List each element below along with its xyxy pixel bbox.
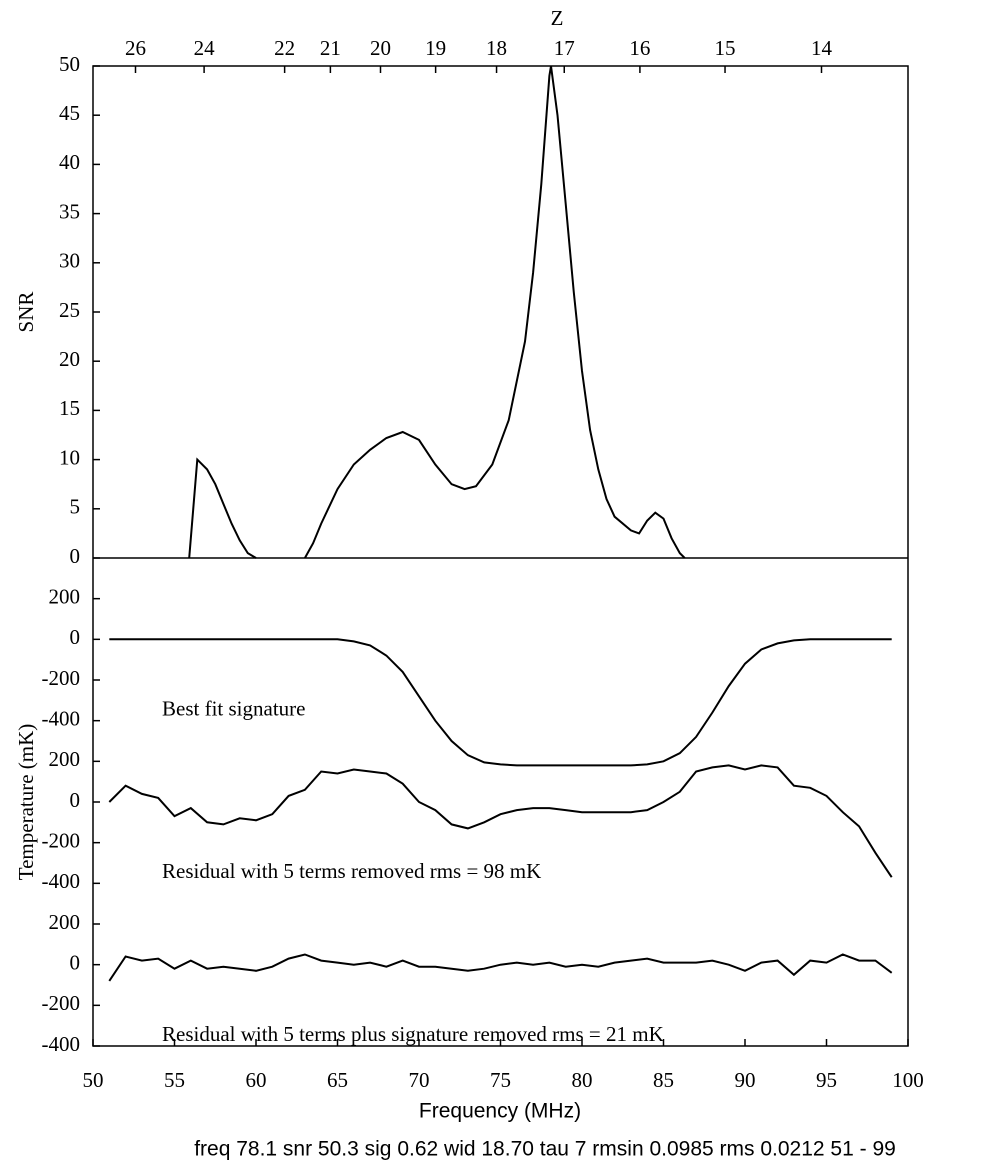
data-line <box>108 953 893 982</box>
x2-tick-label: 15 <box>715 36 736 60</box>
data-line <box>108 764 893 878</box>
x-tick-label: 65 <box>327 1068 348 1092</box>
plot-frame <box>92 65 909 1047</box>
y-tick-label: 5 <box>70 495 81 519</box>
x-tick-label: 100 <box>892 1068 924 1092</box>
y-tick-label: 20 <box>59 347 80 371</box>
x2-tick-label: 17 <box>554 36 575 60</box>
x-axis-label: Frequency (MHz) <box>419 1100 581 1123</box>
y-tick-label: 45 <box>59 101 80 125</box>
y-tick-label: -200 <box>42 991 81 1015</box>
y-tick-label: 25 <box>59 298 80 322</box>
y-tick-label: 0 <box>70 950 81 974</box>
y-axis-label: SNR <box>14 292 38 333</box>
y-tick-label: -200 <box>42 828 81 852</box>
footer: freq 78.1 snr 50.3 sig 0.62 wid 18.70 ta… <box>194 1138 896 1161</box>
x2-tick-label: 21 <box>320 36 341 60</box>
x2-tick-label: 26 <box>125 36 146 60</box>
x2-tick-label: 16 <box>629 36 650 60</box>
x2-tick-label: 18 <box>486 36 507 60</box>
y-tick-label: 200 <box>49 584 81 608</box>
x2-tick-label: 20 <box>370 36 391 60</box>
y-tick-label: 15 <box>59 396 80 420</box>
y-tick-label: 0 <box>70 788 81 812</box>
x2-axis-label: Z <box>551 6 564 30</box>
annotation: Residual with 5 terms removed rms = 98 m… <box>162 859 541 883</box>
y-tick-label: 10 <box>59 445 80 469</box>
annotation: Best fit signature <box>162 696 305 720</box>
x-tick-label: 50 <box>83 1068 104 1092</box>
y-tick-label: 30 <box>59 249 80 273</box>
x-tick-label: 95 <box>816 1068 837 1092</box>
x-tick-label: 60 <box>246 1068 267 1092</box>
x2-tick-label: 24 <box>194 36 216 60</box>
y-tick-label: 200 <box>49 910 81 934</box>
y-tick-label: -200 <box>42 666 81 690</box>
y-tick-label: -400 <box>42 869 81 893</box>
y-tick-label: -400 <box>42 706 81 730</box>
data-line <box>109 638 892 767</box>
x2-tick-label: 19 <box>425 36 446 60</box>
data-line <box>188 65 686 559</box>
x2-tick-label: 14 <box>811 36 833 60</box>
y-tick-label: 200 <box>49 747 81 771</box>
y-tick-label: 50 <box>59 52 80 76</box>
y-tick-label: 35 <box>59 199 80 223</box>
x-tick-label: 90 <box>735 1068 756 1092</box>
x-tick-label: 80 <box>572 1068 593 1092</box>
y-tick-label: 0 <box>70 625 81 649</box>
y-tick-label: 0 <box>70 544 81 568</box>
x-tick-label: 85 <box>653 1068 674 1092</box>
y-tick-label: -400 <box>42 1032 81 1056</box>
x-tick-label: 75 <box>490 1068 511 1092</box>
annotation: Residual with 5 terms plus signature rem… <box>162 1022 664 1046</box>
y-axis-label: Temperature (mK) <box>14 724 38 881</box>
x-tick-label: 70 <box>409 1068 430 1092</box>
x2-tick-label: 22 <box>274 36 295 60</box>
y-tick-label: 40 <box>59 150 80 174</box>
x-tick-label: 55 <box>164 1068 185 1092</box>
